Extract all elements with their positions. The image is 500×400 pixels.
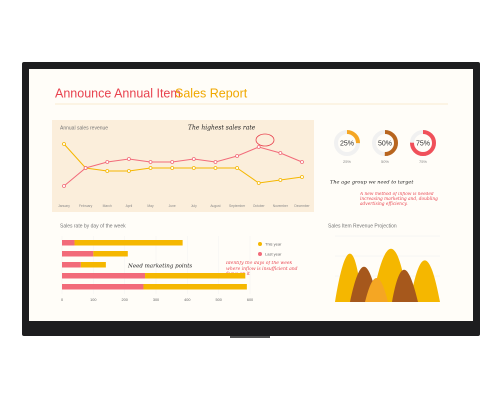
x-tick-label: 500 bbox=[215, 298, 221, 302]
bar-segment bbox=[143, 284, 247, 290]
legend-swatch bbox=[258, 252, 262, 256]
data-point bbox=[127, 157, 131, 161]
x-tick-label: 0 bbox=[61, 298, 63, 302]
bar-segment bbox=[62, 284, 144, 290]
bar-segment bbox=[93, 251, 128, 257]
data-point bbox=[191, 157, 196, 161]
data-point bbox=[83, 166, 88, 170]
x-tick-label: 400 bbox=[184, 298, 190, 302]
x-tick-label: November bbox=[273, 204, 289, 208]
donut-caption: 50% bbox=[381, 159, 389, 164]
data-point bbox=[148, 166, 153, 170]
donut-caption: 25% bbox=[343, 159, 351, 164]
x-tick-label: 600 bbox=[247, 298, 253, 302]
x-tick-label: January bbox=[58, 204, 70, 208]
data-point bbox=[213, 166, 218, 170]
data-point bbox=[191, 166, 196, 170]
bar-segment bbox=[62, 262, 81, 268]
data-point bbox=[300, 175, 304, 179]
data-point bbox=[62, 142, 66, 146]
data-point bbox=[278, 178, 283, 182]
data-point bbox=[170, 166, 175, 170]
legend-swatch bbox=[258, 242, 262, 246]
series-line bbox=[63, 146, 303, 187]
x-tick-label: March bbox=[103, 204, 112, 208]
data-point bbox=[127, 169, 131, 173]
stand-edge bbox=[230, 336, 270, 338]
title-accent: Sales Report bbox=[175, 86, 248, 100]
donut-caption: 75% bbox=[419, 159, 427, 164]
x-tick-label: August bbox=[210, 204, 220, 208]
x-tick-label: September bbox=[229, 204, 246, 208]
data-point bbox=[148, 160, 153, 164]
x-tick-label: May bbox=[147, 204, 154, 208]
donut-arc bbox=[372, 130, 398, 156]
annotation: A new method of inflow is needed increas… bbox=[360, 192, 438, 207]
data-point bbox=[300, 160, 304, 164]
donut-label: 75% bbox=[416, 140, 430, 147]
x-tick-label: 300 bbox=[153, 298, 159, 302]
legend-label: Last year bbox=[265, 252, 282, 257]
data-point bbox=[235, 154, 239, 158]
legend-label: This year bbox=[265, 242, 282, 247]
donut-label: 50% bbox=[378, 140, 392, 147]
circle-note bbox=[255, 133, 275, 147]
data-point bbox=[105, 169, 110, 173]
x-tick-label: 200 bbox=[121, 298, 127, 302]
data-point bbox=[235, 166, 239, 170]
donut-arc bbox=[334, 130, 360, 156]
x-tick-label: June bbox=[169, 204, 176, 208]
panel-title: Sales Item Revenue Projection bbox=[328, 223, 397, 229]
x-tick-label: October bbox=[253, 204, 266, 208]
x-tick-label: April bbox=[126, 204, 133, 208]
data-point bbox=[62, 184, 66, 188]
bar-segment bbox=[80, 262, 106, 268]
annotation: The highest sales rate bbox=[188, 125, 256, 132]
annotation: The age group we need to target bbox=[330, 180, 414, 186]
data-point bbox=[170, 160, 175, 164]
data-point bbox=[213, 160, 218, 164]
donut-arc bbox=[410, 130, 436, 156]
x-tick-label: 100 bbox=[90, 298, 96, 302]
bar-segment bbox=[62, 240, 75, 246]
panel-title: Annual sales revenue bbox=[60, 125, 108, 131]
annotation: Need marketing points bbox=[127, 264, 192, 270]
x-tick-label: July bbox=[191, 204, 197, 208]
x-tick-label: December bbox=[294, 204, 310, 208]
donut-panel bbox=[322, 120, 448, 212]
x-tick-label: February bbox=[79, 204, 93, 208]
annotation-box: A new method of inflow is needed increas… bbox=[360, 192, 438, 207]
bar-segment bbox=[62, 251, 94, 257]
series-line bbox=[63, 143, 303, 184]
data-point bbox=[278, 151, 283, 155]
data-point bbox=[256, 145, 261, 149]
bar-segment bbox=[145, 273, 246, 279]
panel-title: Sales rate by day of the week bbox=[60, 223, 126, 229]
data-point bbox=[256, 181, 261, 185]
data-point bbox=[105, 160, 110, 164]
bar-segment bbox=[62, 273, 146, 279]
donut-label: 25% bbox=[340, 140, 354, 147]
title-main: Announce Annual Item bbox=[55, 86, 181, 100]
area-art bbox=[335, 235, 440, 302]
bar-segment bbox=[74, 240, 183, 246]
